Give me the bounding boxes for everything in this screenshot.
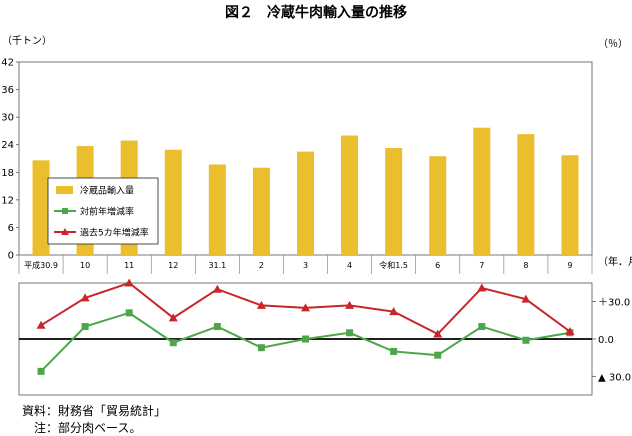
y2-tick-label: ＋30.0 bbox=[598, 298, 630, 309]
x-tick-label: 10 bbox=[80, 261, 90, 270]
bar bbox=[561, 155, 579, 255]
x-tick-label: 11 bbox=[124, 261, 134, 270]
y-tick-label: 0 bbox=[8, 251, 14, 262]
x-tick-label: 4 bbox=[347, 261, 352, 270]
x-tick-label: 平成30.9 bbox=[24, 260, 58, 270]
data-point bbox=[433, 329, 443, 338]
data-point bbox=[36, 320, 46, 329]
data-point bbox=[256, 300, 266, 309]
data-point bbox=[477, 283, 487, 292]
legend-label: 過去5カ年増減率 bbox=[80, 227, 149, 239]
y2-tick-label: ▲ 30.0 bbox=[598, 372, 631, 383]
x-tick-label: 6 bbox=[435, 261, 440, 270]
data-point bbox=[80, 293, 90, 302]
legend-marker bbox=[61, 228, 69, 235]
data-point bbox=[37, 367, 45, 375]
data-point bbox=[125, 309, 133, 317]
data-point bbox=[169, 339, 177, 347]
bar bbox=[473, 127, 491, 255]
data-point bbox=[522, 336, 530, 344]
bar bbox=[297, 151, 314, 255]
data-point bbox=[565, 327, 575, 336]
bar bbox=[164, 149, 182, 255]
data-point bbox=[345, 300, 355, 309]
legend-label: 冷蔵品輸入量 bbox=[80, 185, 134, 197]
data-point bbox=[434, 351, 442, 359]
legend-label: 対前年増減率 bbox=[80, 206, 134, 218]
data-point bbox=[212, 284, 222, 293]
y-tick-label: 36 bbox=[1, 85, 14, 96]
data-point bbox=[213, 323, 221, 331]
x-tick-label: 7 bbox=[479, 261, 484, 270]
bar bbox=[385, 147, 403, 255]
bar bbox=[208, 164, 226, 255]
data-point bbox=[521, 294, 531, 303]
x-tick-label: 3 bbox=[303, 261, 308, 270]
y-tick-label: 6 bbox=[8, 223, 14, 234]
data-point bbox=[168, 313, 178, 322]
bar bbox=[517, 134, 535, 255]
x-tick-label: 2 bbox=[259, 261, 264, 270]
x-tick-label: 31.1 bbox=[208, 261, 226, 270]
data-point bbox=[390, 347, 398, 355]
data-point bbox=[257, 344, 265, 352]
data-point bbox=[346, 329, 354, 337]
y-tick-label: 30 bbox=[1, 113, 14, 124]
chart-title: 図２ 冷蔵牛肉輸入量の推移 bbox=[225, 4, 407, 21]
y-axis-label: （千トン） bbox=[2, 35, 52, 47]
data-point bbox=[478, 323, 486, 331]
bar bbox=[429, 156, 447, 255]
y-tick-label: 42 bbox=[1, 58, 14, 69]
bar bbox=[341, 135, 359, 255]
x-tick-label: 8 bbox=[523, 261, 528, 270]
x-tick-label: 12 bbox=[168, 261, 178, 270]
bar bbox=[32, 160, 50, 255]
y-tick-label: 18 bbox=[1, 168, 14, 179]
x-tick-label: 令和1.5 bbox=[379, 260, 408, 270]
y-tick-label: 24 bbox=[1, 140, 14, 151]
bar bbox=[252, 167, 270, 255]
data-point bbox=[81, 323, 89, 331]
footnote: 注：部分肉ベース。 bbox=[34, 421, 142, 435]
source-note: 資料：財務省「貿易統計」 bbox=[22, 404, 167, 418]
data-point bbox=[301, 303, 310, 312]
data-point bbox=[389, 307, 399, 316]
y2-tick-label: 0.0 bbox=[598, 335, 614, 346]
y2-axis-label: （％） bbox=[598, 38, 628, 50]
legend-swatch bbox=[56, 186, 73, 194]
legend-marker bbox=[62, 208, 68, 214]
x-tick-label: 9 bbox=[567, 261, 572, 270]
x-axis-label: （年．月） bbox=[598, 255, 632, 268]
data-point bbox=[124, 278, 134, 287]
y-tick-label: 12 bbox=[1, 195, 14, 206]
data-point bbox=[302, 335, 309, 343]
